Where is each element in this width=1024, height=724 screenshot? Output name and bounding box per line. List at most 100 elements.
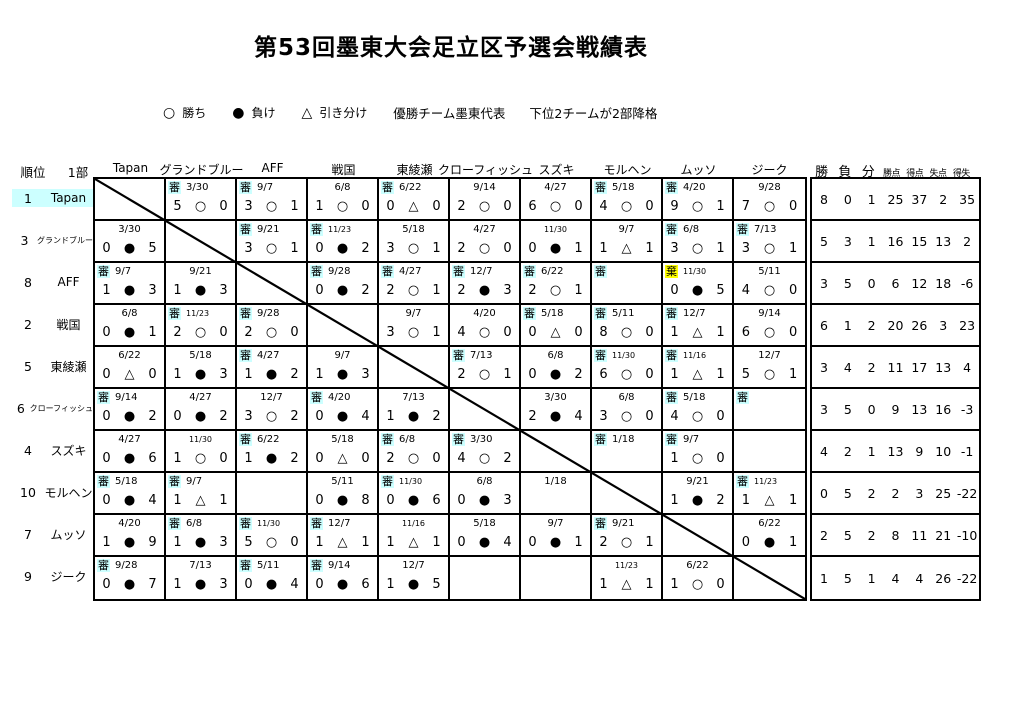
result-symbol: △ (621, 240, 632, 256)
result-symbol: △ (337, 534, 348, 550)
stat-value: -1 (960, 443, 974, 459)
match-cell: 審 3/30 4 ○ 2 (450, 431, 521, 473)
match-cell-top: 審 5/18 (521, 306, 590, 320)
match-cell: 9/21 1 ● 2 (663, 473, 734, 515)
referee-marker: 審 (239, 516, 252, 530)
score-for: 1 (670, 492, 679, 508)
stat-value: 20 (887, 317, 904, 333)
result-symbol: ● (763, 534, 776, 550)
match-cell-top: 審 11/30 (379, 474, 448, 488)
match-cell-top: 7/13 (379, 390, 448, 404)
match-score: 0 ● 6 (308, 572, 377, 596)
match-cell: 審 9/28 0 ● 2 (308, 263, 379, 305)
result-symbol: ○ (265, 408, 278, 424)
match-score: 8 ○ 0 (592, 320, 661, 344)
stats-header-goals-against: 失点 (929, 169, 948, 179)
score-for: 1 (315, 366, 324, 382)
match-cell-top: 審 9/28 (95, 558, 164, 572)
match-date: 7/13 (754, 223, 777, 235)
score-against: 1 (645, 534, 654, 550)
result-symbol: ○ (691, 198, 704, 214)
score-against: 1 (148, 324, 157, 340)
stat-value: 8 (819, 191, 828, 207)
score-against: 2 (361, 240, 370, 256)
score-for: 1 (386, 408, 395, 424)
match-cell: 6/8 0 ● 2 (521, 347, 592, 389)
match-cell (521, 557, 592, 599)
stat-value: 3 (843, 233, 852, 249)
score-against: 0 (148, 366, 157, 382)
rank-column-header: 順位 (20, 165, 46, 180)
match-cell-top: 12/7 (237, 390, 306, 404)
rank-row: 3 グランドブルー (12, 219, 93, 261)
match-cell: 審 5/11 0 ● 4 (237, 557, 308, 599)
match-date: 9/21 (686, 475, 709, 487)
match-date: 9/21 (189, 265, 212, 277)
stat-value: -3 (960, 401, 974, 417)
diagonal-cell (95, 179, 166, 221)
match-score: 3 ○ 1 (237, 194, 306, 218)
match-date: 6/8 (618, 391, 635, 403)
match-cell: 9/7 0 ● 1 (521, 515, 592, 557)
score-against: 4 (148, 492, 157, 508)
match-date: 5/18 (473, 517, 496, 529)
match-cell-top: 4/27 (166, 390, 235, 404)
stat-value: 3 (939, 317, 948, 333)
result-symbol: △ (337, 450, 348, 466)
loss-label: 負け (251, 106, 276, 120)
team-name-cell: クローフィッシュ (29, 403, 93, 413)
stat-value: 2 (843, 443, 852, 459)
score-against: 5 (716, 282, 725, 298)
result-symbol: ● (123, 240, 136, 256)
team-name-cell: AFF (57, 275, 80, 289)
score-for: 0 (244, 576, 253, 592)
score-for: 1 (173, 450, 182, 466)
match-date: 4/20 (473, 307, 496, 319)
stats-row: 3 5 0 9 13 16 -3 (812, 389, 979, 431)
score-for: 4 (670, 408, 679, 424)
match-cell: 審 9/21 3 ○ 1 (237, 221, 308, 263)
score-for: 1 (386, 576, 395, 592)
match-cell: 棄 11/30 0 ● 5 (663, 263, 734, 305)
match-cell-top: 審 6/8 (663, 222, 732, 236)
loss-symbol: ● (232, 104, 245, 121)
match-date: 1/18 (544, 475, 567, 487)
stats-row: 3 4 2 11 17 13 4 (812, 347, 979, 389)
stat-value: 3 (915, 485, 924, 501)
match-cell-top: 審 4/20 (308, 390, 377, 404)
stat-value: 2 (819, 527, 828, 543)
stat-value: 26 (935, 570, 952, 586)
referee-marker: 審 (310, 516, 323, 530)
match-score: 4 ○ 0 (450, 320, 519, 344)
score-for: 3 (741, 240, 750, 256)
match-cell-top: 審 9/28 (308, 264, 377, 278)
rank-row: 10 モルヘン (12, 471, 93, 513)
match-score: 1 △ 1 (734, 488, 805, 512)
match-cell: 11/30 1 ○ 0 (166, 431, 237, 473)
match-cell: 審 11/30 6 ○ 0 (592, 347, 663, 389)
score-against: 1 (789, 366, 798, 382)
match-cell-top: 11/30 (166, 432, 235, 446)
score-against: 0 (716, 408, 725, 424)
match-cell-top: 3/30 (95, 222, 164, 236)
match-cell: 9/28 7 ○ 0 (734, 179, 805, 221)
stats-header-goal-diff: 得失 (952, 169, 971, 179)
referee-marker: 審 (665, 306, 678, 320)
score-against: 3 (361, 366, 370, 382)
rank-cell: 10 (20, 484, 36, 500)
result-symbol: ○ (763, 324, 776, 340)
team-name-cell: Tapan (50, 191, 87, 205)
match-score: 0 ● 1 (95, 320, 164, 344)
score-for: 4 (457, 324, 466, 340)
stat-value: 4 (915, 570, 924, 586)
draw-symbol: △ (301, 104, 313, 121)
score-against: 0 (432, 198, 441, 214)
match-date: 5/18 (683, 391, 706, 403)
match-score: 1 ● 3 (166, 572, 235, 596)
match-cell: 6/22 0 △ 0 (95, 347, 166, 389)
match-date: 11/30 (683, 266, 707, 276)
match-score: 1 ○ 0 (663, 572, 732, 596)
match-cell-top: 審 4/20 (663, 180, 732, 194)
result-symbol: ● (336, 492, 349, 508)
score-for: 5 (244, 534, 253, 550)
